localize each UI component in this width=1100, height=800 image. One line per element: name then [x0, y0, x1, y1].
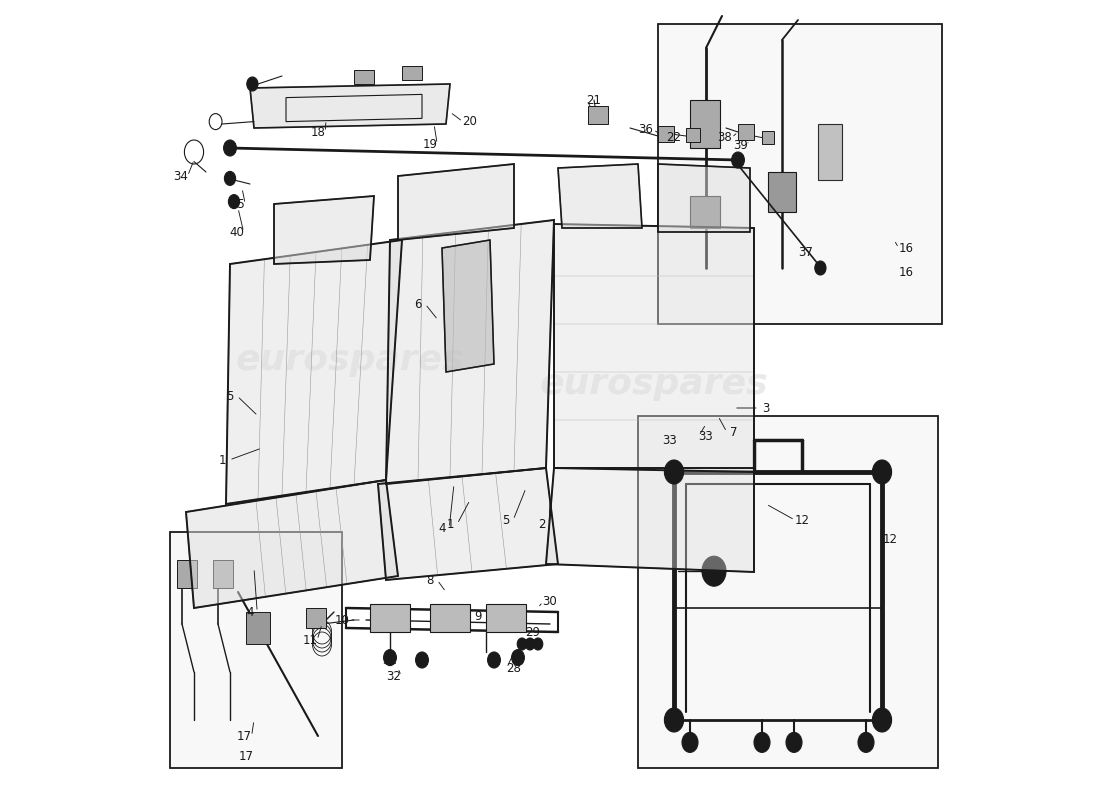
- Ellipse shape: [416, 652, 428, 668]
- Text: eurospares: eurospares: [540, 367, 768, 401]
- Ellipse shape: [223, 140, 236, 156]
- Text: 30: 30: [542, 595, 558, 608]
- Text: 6: 6: [415, 298, 421, 310]
- Text: 38: 38: [717, 131, 732, 144]
- Text: 34: 34: [173, 170, 188, 182]
- Bar: [690, 196, 721, 228]
- Text: 35: 35: [231, 198, 245, 210]
- Text: 16: 16: [899, 242, 913, 254]
- Ellipse shape: [858, 733, 874, 752]
- Text: 1: 1: [218, 454, 226, 466]
- Polygon shape: [250, 84, 450, 128]
- Text: 33: 33: [662, 434, 678, 446]
- Bar: [762, 131, 774, 144]
- Text: 8: 8: [427, 574, 433, 586]
- Text: 21: 21: [586, 94, 602, 106]
- Text: 36: 36: [639, 123, 653, 136]
- Polygon shape: [658, 164, 750, 232]
- Ellipse shape: [525, 638, 535, 650]
- Ellipse shape: [664, 460, 683, 484]
- Ellipse shape: [512, 650, 525, 666]
- Bar: [402, 66, 422, 80]
- Text: 20: 20: [463, 115, 477, 128]
- Ellipse shape: [517, 638, 527, 650]
- Ellipse shape: [815, 261, 826, 275]
- Ellipse shape: [682, 733, 698, 752]
- Text: 33: 33: [698, 430, 714, 442]
- Text: 31: 31: [383, 654, 397, 666]
- Bar: [738, 124, 754, 140]
- Text: 1: 1: [447, 518, 453, 530]
- Ellipse shape: [246, 77, 258, 91]
- Bar: [177, 560, 197, 588]
- Text: 2: 2: [538, 518, 546, 530]
- Ellipse shape: [534, 638, 542, 650]
- Text: 37: 37: [799, 246, 813, 258]
- Text: 10: 10: [334, 614, 350, 626]
- Text: 17: 17: [239, 750, 253, 762]
- Text: 18: 18: [310, 126, 326, 138]
- Text: eurospares: eurospares: [663, 646, 804, 666]
- Bar: [638, 416, 938, 768]
- Bar: [306, 608, 326, 628]
- Polygon shape: [386, 220, 554, 484]
- Text: 5: 5: [503, 514, 509, 526]
- Bar: [213, 560, 233, 588]
- Text: 4: 4: [246, 606, 254, 618]
- Ellipse shape: [487, 652, 500, 668]
- Polygon shape: [442, 240, 494, 372]
- Bar: [658, 126, 674, 142]
- Bar: [354, 70, 374, 84]
- Ellipse shape: [786, 733, 802, 752]
- Text: 40: 40: [229, 226, 244, 238]
- Bar: [170, 532, 342, 768]
- Polygon shape: [398, 164, 514, 240]
- Text: 39: 39: [733, 139, 748, 152]
- Ellipse shape: [664, 708, 683, 732]
- Text: 32: 32: [386, 670, 402, 682]
- Text: 28: 28: [507, 662, 521, 674]
- Text: 17: 17: [236, 730, 252, 742]
- Ellipse shape: [754, 733, 770, 752]
- Text: 11: 11: [302, 634, 318, 646]
- Bar: [768, 172, 796, 212]
- Polygon shape: [818, 124, 842, 180]
- Ellipse shape: [384, 650, 396, 666]
- Bar: [486, 604, 526, 632]
- Polygon shape: [558, 164, 642, 228]
- Text: 22: 22: [667, 131, 682, 144]
- Polygon shape: [226, 240, 402, 504]
- Text: 4: 4: [438, 522, 446, 534]
- Text: 7: 7: [730, 426, 738, 438]
- Ellipse shape: [224, 171, 235, 186]
- Text: 12: 12: [882, 533, 898, 546]
- Bar: [690, 100, 721, 148]
- Polygon shape: [274, 196, 374, 264]
- Polygon shape: [546, 468, 754, 572]
- Polygon shape: [378, 468, 558, 580]
- Text: 29: 29: [525, 626, 540, 638]
- Bar: [430, 604, 470, 632]
- Ellipse shape: [872, 708, 892, 732]
- Text: 29: 29: [522, 638, 538, 650]
- Ellipse shape: [702, 556, 726, 586]
- Bar: [246, 612, 270, 644]
- Ellipse shape: [732, 152, 745, 168]
- Text: eurospares: eurospares: [199, 646, 340, 666]
- Polygon shape: [186, 480, 398, 608]
- Bar: [370, 604, 410, 632]
- Bar: [658, 24, 942, 324]
- Bar: [686, 128, 701, 142]
- Text: 12: 12: [794, 514, 810, 526]
- Ellipse shape: [872, 460, 892, 484]
- Text: eurospares: eurospares: [235, 343, 464, 377]
- Text: 19: 19: [422, 138, 438, 150]
- Bar: [588, 106, 608, 124]
- Ellipse shape: [229, 194, 240, 209]
- Text: 3: 3: [762, 402, 770, 414]
- Polygon shape: [554, 224, 754, 472]
- Text: 5: 5: [227, 390, 233, 402]
- Text: 16: 16: [899, 266, 913, 278]
- Text: 9: 9: [474, 610, 482, 622]
